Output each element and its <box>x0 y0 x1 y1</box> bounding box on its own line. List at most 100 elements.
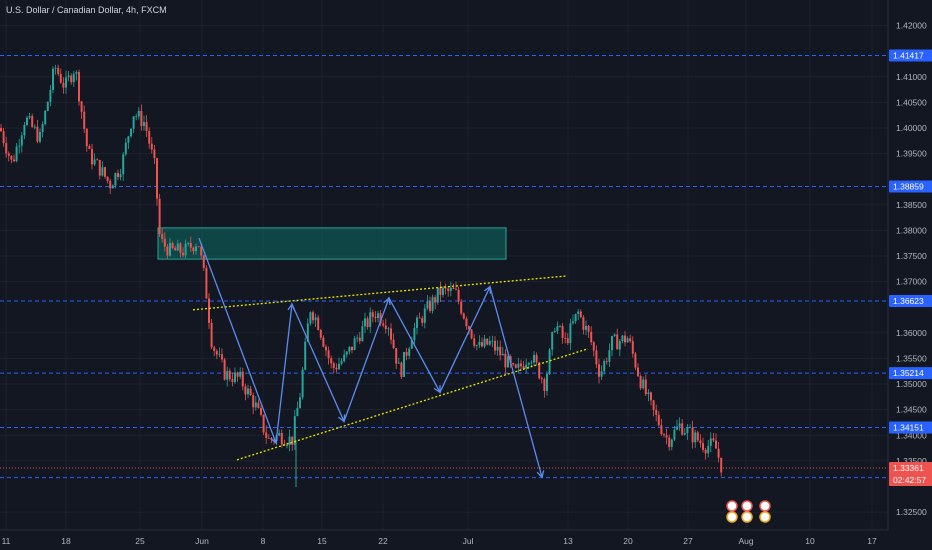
candle-body <box>650 392 652 401</box>
candle-body <box>317 317 320 330</box>
candle-body <box>579 311 582 318</box>
candle-body <box>371 312 374 317</box>
candle-body <box>598 364 600 377</box>
candle-body <box>182 252 184 256</box>
candle-body <box>280 432 283 445</box>
candle-body <box>200 246 203 256</box>
arrow-head <box>536 470 545 479</box>
candle-body <box>296 408 299 417</box>
candle-body <box>236 372 239 377</box>
candle-body <box>137 110 140 117</box>
price-axis[interactable]: 1.42000 1.41000 1.40500 1.40000 1.39500 1.385… <box>887 0 932 550</box>
candle-body <box>574 313 577 322</box>
candle-body <box>611 336 613 351</box>
x-tick-label: 27 <box>683 536 693 546</box>
candle-body <box>481 342 483 347</box>
candle-body <box>689 427 691 429</box>
candle-body <box>384 325 387 330</box>
x-tick-label: 11 <box>2 536 11 546</box>
candle-body <box>509 356 512 364</box>
candle-body <box>83 111 86 129</box>
candle-body <box>613 334 616 337</box>
candle-body <box>439 287 442 295</box>
candle-body <box>348 346 351 352</box>
candle-body <box>400 362 403 377</box>
candle-body <box>548 349 551 375</box>
candle-body <box>291 436 294 445</box>
chart-grid <box>0 0 888 530</box>
candle-body <box>449 287 452 291</box>
candle-body <box>590 331 593 343</box>
candle-body <box>587 326 590 332</box>
candle-body <box>475 345 478 347</box>
candle-body <box>647 392 650 395</box>
candle-body <box>366 318 369 327</box>
candle-body <box>327 350 330 359</box>
candle-body <box>44 110 47 125</box>
candle-body <box>657 414 660 426</box>
candle-body <box>309 312 312 324</box>
candle-body <box>150 143 153 150</box>
horizontal-levels <box>0 54 888 479</box>
level-label: 1.36623 <box>893 296 924 306</box>
candle-body <box>504 353 507 368</box>
price-axis-bg <box>888 0 932 550</box>
candle-body <box>0 128 2 132</box>
candle-body <box>392 339 395 349</box>
candle-body <box>691 427 694 443</box>
candle-body <box>413 328 416 341</box>
candle-body <box>525 364 528 369</box>
candle-body <box>36 126 39 142</box>
candle-body <box>312 312 314 321</box>
candle-body <box>600 371 603 377</box>
candle-body <box>145 122 148 131</box>
pattern-drawings <box>192 237 589 479</box>
candle-body <box>5 142 8 154</box>
candle-body <box>208 298 210 323</box>
candle-body <box>434 297 437 303</box>
candle-body <box>663 434 665 436</box>
y-tick-label: 1.35500 <box>896 353 927 363</box>
candle-body <box>23 124 26 136</box>
level-label-bg <box>889 180 932 193</box>
event-flag-icon <box>741 511 753 523</box>
current-price-label: 1.33361 <box>893 463 924 473</box>
candle-body <box>85 128 88 147</box>
candle-body <box>634 353 637 368</box>
candle-body <box>158 198 161 235</box>
candle-body <box>626 338 629 343</box>
event-markers[interactable]: 3 3 2 <box>726 500 776 523</box>
candle-body <box>171 242 174 249</box>
candle-body <box>28 116 31 118</box>
current-price-label-bg <box>889 461 932 486</box>
candle-body <box>247 388 249 395</box>
candle-body <box>213 347 216 351</box>
candle-body <box>704 449 707 454</box>
candle-body <box>109 180 112 189</box>
candle-body <box>122 154 125 175</box>
candle-body <box>520 363 522 367</box>
candle-body <box>106 176 109 181</box>
candle-body <box>195 246 197 252</box>
pattern-path <box>198 237 543 478</box>
trendline <box>192 275 567 311</box>
candle-body <box>535 354 538 363</box>
candle-body <box>189 242 192 248</box>
candle-body <box>322 337 325 347</box>
y-tick-label: 1.39500 <box>896 149 927 159</box>
level-label-bg <box>889 49 932 62</box>
candle-body <box>80 101 83 112</box>
candle-body <box>52 68 54 90</box>
time-axis[interactable]: 11 18 25 Jun 8 15 22 Jul 13 20 27 Aug 10 17 <box>0 529 888 546</box>
candle-body <box>442 287 444 295</box>
candle-body <box>639 376 642 389</box>
candle-body <box>546 374 548 391</box>
candle-body <box>408 348 411 356</box>
event-count-label: 2 <box>772 515 776 522</box>
candle-body <box>655 409 658 415</box>
candle-body <box>7 153 10 156</box>
arrow-head <box>338 414 346 423</box>
candle-body <box>397 362 400 364</box>
candle-body <box>140 110 143 127</box>
